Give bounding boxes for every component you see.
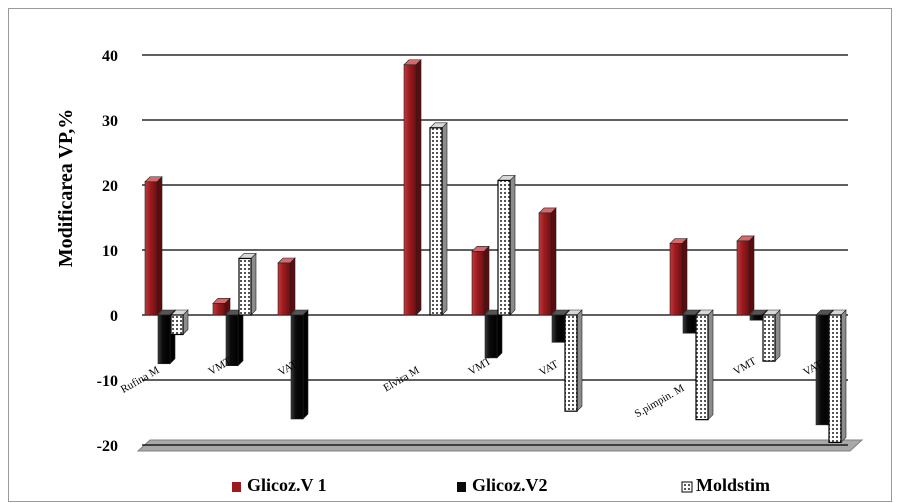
bar-1-5 <box>471 245 490 316</box>
category-label: VAT <box>537 358 561 379</box>
bar-side <box>250 252 257 316</box>
bar-front <box>497 179 511 316</box>
bar-3-1 <box>170 309 189 336</box>
y-axis-label: Modificarea VP,% <box>55 109 77 268</box>
bar-front <box>828 314 842 444</box>
bar-side <box>748 235 755 316</box>
bar-front <box>471 251 485 316</box>
y-tick-label: 10 <box>102 243 118 260</box>
category-label: VMT <box>466 355 493 378</box>
bar-front <box>749 314 763 321</box>
bar-side <box>707 309 714 421</box>
y-tick-label: -10 <box>97 373 118 390</box>
y-tick-label: 0 <box>110 308 118 325</box>
bar-3-7 <box>695 309 714 421</box>
bar-side <box>237 309 244 367</box>
bar-3-5 <box>497 174 516 316</box>
y-tick-label: 20 <box>102 178 118 195</box>
bar-3-4 <box>429 122 448 316</box>
category-label: Elvira M <box>381 364 421 394</box>
category-label: S.pimpin. M <box>633 382 687 420</box>
bar-front <box>762 314 776 362</box>
bar-side <box>550 207 557 316</box>
bar-2-3 <box>290 309 309 420</box>
legend-label-glicoz-v2: Glicoz.V2 <box>472 475 547 495</box>
bar-side <box>156 176 163 316</box>
legend-label-moldstim: Moldstim <box>696 475 770 495</box>
bar-front <box>225 314 239 367</box>
bar-side <box>576 309 583 412</box>
bar-side <box>289 257 296 316</box>
bar-1-6 <box>538 207 557 316</box>
bar-side <box>302 309 309 420</box>
bar-1-2 <box>212 297 231 316</box>
bar-1-8 <box>736 235 755 316</box>
bar-2-5 <box>484 309 503 359</box>
bar-front <box>238 257 252 316</box>
bar-front <box>403 64 417 316</box>
bar-side <box>681 237 688 316</box>
y-tick-label: 40 <box>102 48 118 65</box>
bar-front <box>484 314 498 359</box>
bar-front <box>564 314 578 412</box>
bar-front <box>170 314 184 336</box>
bar-1-1 <box>144 176 163 316</box>
bar-front <box>695 314 709 421</box>
bar-front <box>551 314 565 343</box>
bar-front <box>212 302 226 316</box>
legend-swatch-glicoz-v1 <box>232 482 241 492</box>
y-tick-label: 30 <box>102 113 118 130</box>
bar-3-8 <box>762 309 781 362</box>
bar-3-2 <box>238 252 257 316</box>
bar-side <box>441 122 448 316</box>
bar-1-7 <box>669 237 688 316</box>
bar-side <box>509 174 516 316</box>
bar-1-4 <box>403 59 422 316</box>
bar-front <box>157 314 171 365</box>
bar-3-6 <box>564 309 583 412</box>
bar-side <box>774 309 781 362</box>
bar-front <box>736 240 750 316</box>
bar-side <box>483 245 490 316</box>
y-tick-label: -20 <box>97 438 118 455</box>
bar-front <box>815 314 829 426</box>
bar-front <box>144 181 158 316</box>
bar-3-9 <box>828 309 847 444</box>
bar-side <box>496 309 503 359</box>
bar-front <box>669 243 683 316</box>
bar-side <box>415 59 422 316</box>
legend-swatch-glicoz-v2 <box>457 482 466 492</box>
bar-side <box>840 309 847 444</box>
legend: Glicoz.V 1 Glicoz.V2 Moldstim <box>232 475 770 495</box>
legend-swatch-moldstim <box>681 481 693 493</box>
bar-front <box>277 262 291 316</box>
bar-front <box>538 212 552 316</box>
category-label: VMT <box>731 355 758 378</box>
bar-front <box>429 127 443 316</box>
legend-label-glicoz-v1: Glicoz.V 1 <box>247 475 327 495</box>
bar-front <box>682 314 696 334</box>
bar-1-3 <box>277 257 296 316</box>
bar-front <box>290 314 304 420</box>
